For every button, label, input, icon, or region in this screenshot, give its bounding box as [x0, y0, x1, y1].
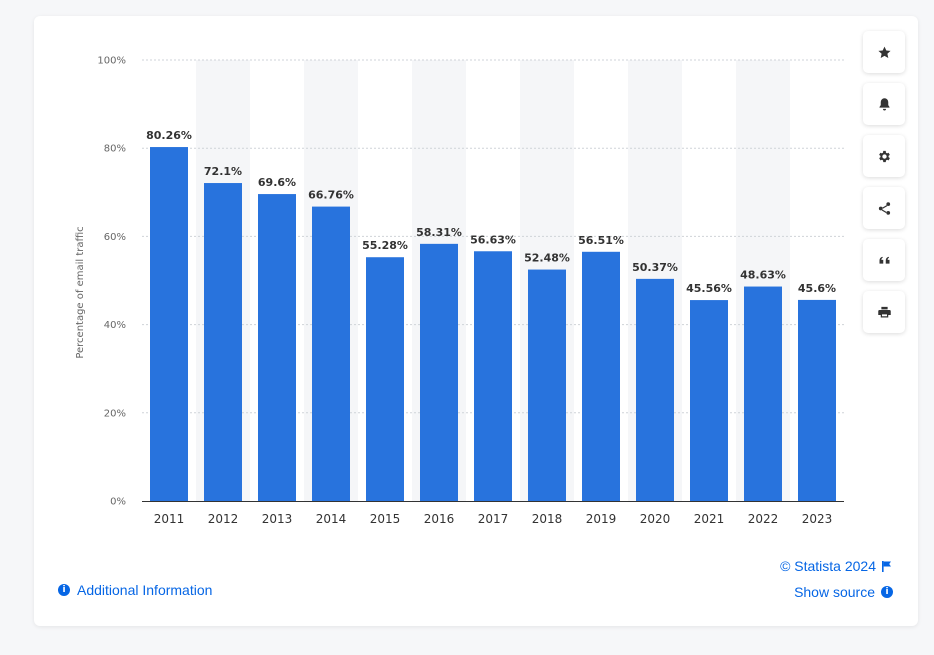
data-label: 48.63%: [740, 269, 786, 282]
x-tick-label: 2021: [694, 512, 725, 526]
additional-information-link[interactable]: i Additional Information: [58, 582, 212, 598]
copyright-link[interactable]: © Statista 2024: [780, 558, 892, 574]
chart-toolbar: [863, 31, 907, 343]
print-button[interactable]: [863, 291, 905, 333]
x-tick-label: 2022: [748, 512, 779, 526]
bar: [798, 299, 836, 501]
x-tick-label: 2023: [802, 512, 833, 526]
flag-icon: [882, 560, 891, 572]
x-tick-label: 2020: [640, 512, 671, 526]
gear-icon: [878, 150, 890, 162]
y-tick-label: 0%: [110, 497, 126, 508]
data-label: 66.76%: [308, 189, 354, 202]
x-tick-label: 2014: [316, 512, 347, 526]
y-tick-label: 40%: [104, 320, 126, 331]
star-icon: [877, 46, 891, 58]
data-label: 72.1%: [204, 165, 242, 178]
bar: [744, 286, 782, 501]
chart-card: 0% 20% 40% 60% 80% 100% 80.26% 2011 72.1% 2012 69.…: [34, 16, 918, 626]
data-label: 56.51%: [578, 234, 624, 247]
x-tick-label: 2018: [532, 512, 563, 526]
bar: [150, 147, 188, 501]
print-icon: [877, 306, 891, 317]
data-label: 45.6%: [798, 282, 836, 295]
show-source-link[interactable]: Show source i: [794, 584, 893, 600]
copyright-label: © Statista 2024: [780, 558, 876, 574]
x-tick-label: 2011: [154, 512, 185, 526]
additional-information-label: Additional Information: [77, 582, 213, 598]
bar: [528, 269, 566, 501]
bar: [420, 243, 458, 501]
data-label: 55.28%: [362, 239, 408, 252]
favorite-button[interactable]: [863, 31, 905, 73]
bar-chart: 0% 20% 40% 60% 80% 100% 80.26% 2011 72.1% 2012 69.…: [75, 56, 844, 526]
bar: [474, 251, 512, 501]
bar: [636, 278, 674, 501]
bar: [366, 257, 404, 501]
share-icon: [878, 201, 890, 215]
y-axis-label: Percentage of email traffic: [75, 226, 86, 358]
cite-button[interactable]: [863, 239, 905, 281]
data-label: 52.48%: [524, 252, 570, 265]
info-icon: i: [58, 584, 70, 596]
notification-button[interactable]: [863, 83, 905, 125]
show-source-label: Show source: [794, 584, 875, 600]
x-tick-label: 2016: [424, 512, 455, 526]
quote-icon: [879, 256, 889, 264]
y-tick-label: 60%: [104, 232, 126, 243]
y-tick-label: 80%: [104, 144, 126, 155]
bar: [204, 183, 242, 501]
y-tick-label: 20%: [104, 408, 126, 419]
data-label: 56.63%: [470, 233, 516, 246]
share-button[interactable]: [863, 187, 905, 229]
x-tick-label: 2012: [208, 512, 239, 526]
x-tick-label: 2019: [586, 512, 617, 526]
y-tick-label: 100%: [97, 56, 126, 67]
x-tick-label: 2013: [262, 512, 293, 526]
x-tick-label: 2017: [478, 512, 509, 526]
x-tick-label: 2015: [370, 512, 401, 526]
settings-button[interactable]: [863, 135, 905, 177]
data-label: 50.37%: [632, 261, 678, 274]
bar: [312, 206, 350, 502]
bar: [258, 194, 296, 501]
data-label: 69.6%: [258, 176, 296, 189]
bell-icon: [879, 97, 889, 110]
bar: [582, 251, 620, 501]
data-label: 80.26%: [146, 129, 192, 142]
info-icon: i: [881, 586, 893, 598]
data-label: 58.31%: [416, 226, 462, 239]
bar: [690, 300, 728, 501]
data-label: 45.56%: [686, 282, 732, 295]
